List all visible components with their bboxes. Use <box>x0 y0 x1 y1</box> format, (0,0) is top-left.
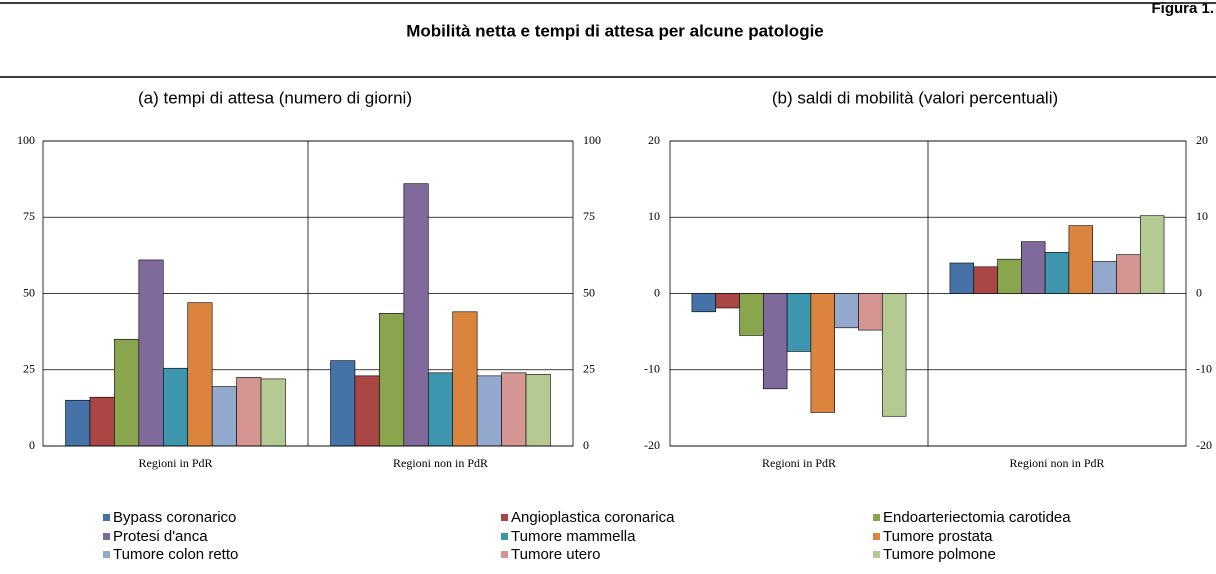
bar <box>525 374 551 447</box>
subtitle: (b) saldi di mobilità (valori percentual… <box>772 88 1058 107</box>
bar <box>187 302 213 447</box>
bar <box>1021 241 1046 294</box>
bar <box>949 262 975 294</box>
bar <box>1068 225 1093 294</box>
y-tick-label: 75 <box>23 209 35 223</box>
bar <box>691 293 717 313</box>
bar <box>997 258 1022 294</box>
y2-tick-label: 25 <box>583 362 595 376</box>
subtitle: (a) tempi di attesa (numero di giorni) <box>138 88 412 107</box>
figure-label: Figura 1. <box>1151 0 1214 17</box>
y2-tick-label: 0 <box>1196 285 1202 299</box>
bar <box>138 259 164 447</box>
bar <box>330 360 356 447</box>
bar <box>452 311 478 447</box>
legend-swatch <box>501 514 508 521</box>
bar <box>973 266 998 294</box>
y2-tick-label: 50 <box>583 285 595 299</box>
y2-tick-label: 0 <box>583 438 589 452</box>
bar <box>65 399 91 447</box>
bar <box>354 375 380 447</box>
bar <box>1139 215 1165 294</box>
bar <box>89 396 115 447</box>
bar <box>162 367 189 447</box>
legend-label: Tumore polmone <box>883 546 996 563</box>
legend-label: Protesi d'anca <box>113 528 208 545</box>
legend-swatch <box>103 514 110 521</box>
bar <box>858 293 883 331</box>
y-tick-label: 100 <box>17 133 35 147</box>
y-tick-label: 0 <box>654 285 660 299</box>
bar <box>739 293 764 336</box>
legend-label: Tumore colon retto <box>113 546 238 563</box>
bar <box>715 293 740 309</box>
bar <box>211 386 237 447</box>
bar <box>881 293 907 417</box>
x-tick-label: Regioni non in PdR <box>393 456 488 470</box>
bar <box>114 338 140 447</box>
bar <box>1092 261 1117 294</box>
legend-swatch <box>103 551 110 558</box>
y-tick-label: 50 <box>23 285 35 299</box>
bar <box>403 183 429 447</box>
bar <box>763 293 788 390</box>
plot-frame <box>669 140 1187 447</box>
y-tick-label: 0 <box>29 438 35 452</box>
y-tick-label: 10 <box>648 209 660 223</box>
bar <box>1044 252 1070 294</box>
legend-swatch <box>873 551 880 558</box>
y2-tick-label: -20 <box>1196 438 1212 452</box>
x-tick-label: Regioni in PdR <box>762 456 836 470</box>
bar <box>501 372 527 447</box>
x-tick-label: Regioni non in PdR <box>1009 456 1104 470</box>
bar <box>260 378 286 447</box>
y-tick-label: 25 <box>23 362 35 376</box>
bar <box>786 293 812 352</box>
bar <box>1116 254 1141 294</box>
y-tick-label: -10 <box>644 362 660 376</box>
legend-label: Tumore mammella <box>511 528 636 545</box>
bar <box>236 377 262 447</box>
x-tick-label: Regioni in PdR <box>138 456 212 470</box>
legend-swatch <box>873 533 880 540</box>
legend-label: Tumore utero <box>511 546 600 563</box>
y-tick-label: -20 <box>644 438 660 452</box>
legend-swatch <box>501 551 508 558</box>
y2-tick-label: 20 <box>1196 133 1208 147</box>
legend-swatch <box>103 533 110 540</box>
bar <box>810 293 835 413</box>
bar <box>834 293 859 329</box>
legend-swatch <box>501 533 508 540</box>
legend-swatch <box>873 514 880 521</box>
title: Mobilità netta e tempi di attesa per alc… <box>406 21 824 40</box>
y2-tick-label: 100 <box>583 133 601 147</box>
y2-tick-label: 75 <box>583 209 595 223</box>
y-tick-label: 20 <box>648 133 660 147</box>
plot-frame <box>42 140 574 447</box>
bar <box>476 375 502 447</box>
legend-label: Angioplastica coronarica <box>511 509 675 526</box>
y2-tick-label: 10 <box>1196 209 1208 223</box>
y2-tick-label: -10 <box>1196 362 1212 376</box>
bar <box>427 372 454 447</box>
legend-label: Bypass coronarico <box>113 509 236 526</box>
legend-label: Endoarteriectomia carotidea <box>883 509 1071 526</box>
bar <box>379 313 405 447</box>
legend-label: Tumore prostata <box>883 528 993 545</box>
